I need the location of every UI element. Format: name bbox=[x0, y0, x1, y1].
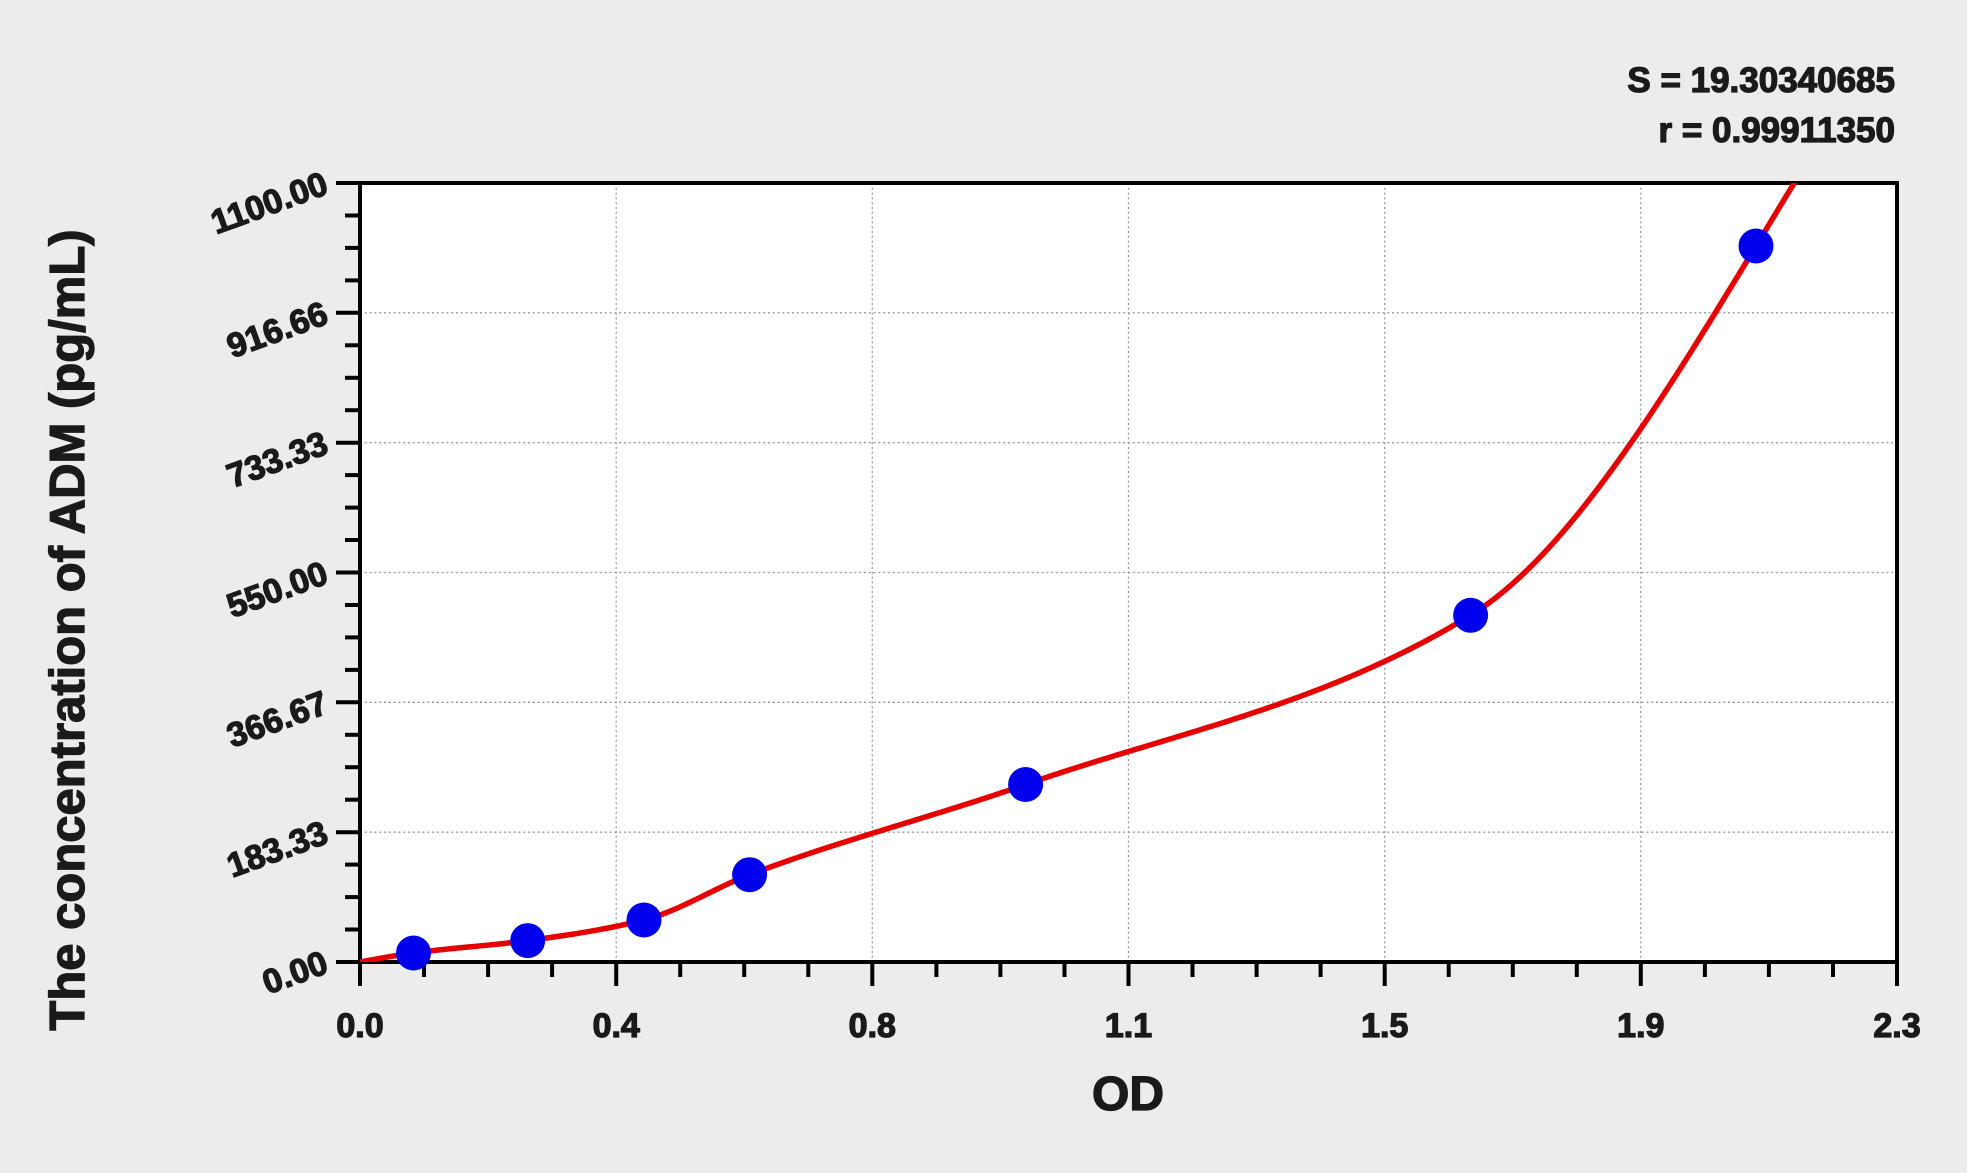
svg-text:The concentration of ADM (pg/m: The concentration of ADM (pg/mL) bbox=[41, 229, 95, 1030]
svg-text:0.0: 0.0 bbox=[336, 1007, 383, 1045]
svg-text:0.8: 0.8 bbox=[849, 1007, 896, 1045]
svg-text:1.5: 1.5 bbox=[1361, 1007, 1408, 1045]
svg-text:r = 0.99911350: r = 0.99911350 bbox=[1659, 111, 1896, 150]
svg-text:1.9: 1.9 bbox=[1617, 1007, 1664, 1045]
svg-text:2.3: 2.3 bbox=[1873, 1007, 1920, 1045]
svg-text:OD: OD bbox=[1092, 1068, 1164, 1121]
svg-text:0.4: 0.4 bbox=[593, 1007, 640, 1045]
svg-text:1.1: 1.1 bbox=[1105, 1007, 1152, 1045]
svg-text:S = 19.30340685: S = 19.30340685 bbox=[1627, 61, 1895, 100]
